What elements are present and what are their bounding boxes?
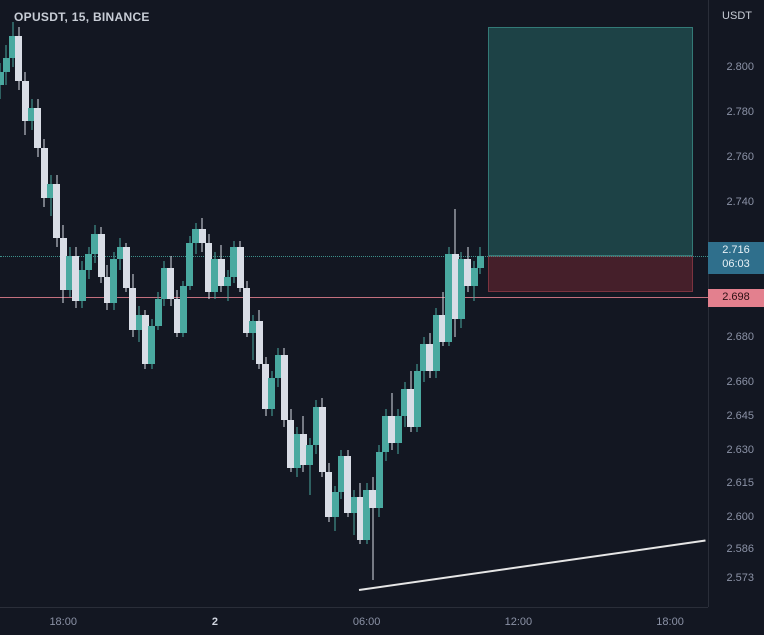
- y-tick-label: 2.630: [726, 444, 754, 456]
- y-tick-label: 2.660: [726, 376, 754, 388]
- x-tick-label: 18:00: [49, 616, 77, 628]
- y-axis-unit: USDT: [722, 10, 752, 22]
- y-tick-label: 2.586: [726, 543, 754, 555]
- chart-root: OPUSDT, 15, BINANCE USDT 2.8002.7802.760…: [0, 0, 764, 635]
- long-target-zone[interactable]: [488, 27, 693, 256]
- y-tick-label: 2.615: [726, 477, 754, 489]
- y-tick-label: 2.600: [726, 511, 754, 523]
- x-tick-label: 12:00: [505, 616, 533, 628]
- x-tick-label: 18:00: [656, 616, 684, 628]
- y-tick-label: 2.740: [726, 196, 754, 208]
- y-tick-label: 2.573: [726, 572, 754, 584]
- y-tick-label: 2.680: [726, 331, 754, 343]
- y-axis: USDT 2.8002.7802.7602.7402.7202.6982.680…: [708, 0, 764, 607]
- y-tick-label: 2.800: [726, 61, 754, 73]
- y-tick-label: 2.645: [726, 410, 754, 422]
- x-axis: 18:00 2 06:00 12:00 18:00: [0, 607, 708, 635]
- x-tick-label: 2: [212, 616, 218, 628]
- stop-zone[interactable]: [488, 256, 693, 292]
- current-price-tag: 2.71606:03: [708, 242, 764, 274]
- chart-plot-area[interactable]: [0, 0, 708, 607]
- x-tick-label: 06:00: [353, 616, 381, 628]
- y-tick-label: 2.780: [726, 106, 754, 118]
- candle: [477, 0, 484, 607]
- reference-price-tag: 2.698: [708, 289, 764, 307]
- y-tick-label: 2.760: [726, 151, 754, 163]
